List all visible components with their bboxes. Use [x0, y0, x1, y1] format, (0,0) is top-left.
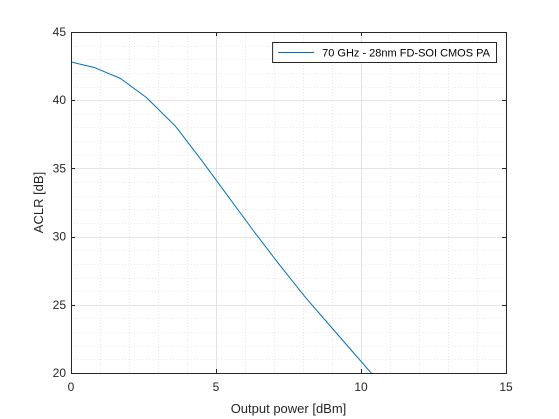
y-tick-label: 35	[53, 161, 67, 175]
y-tick-label: 45	[53, 25, 67, 39]
minor-grid	[71, 32, 506, 373]
y-tick-label: 25	[53, 298, 67, 312]
y-axis-label: ACLR [dB]	[31, 172, 46, 233]
x-tick-label: 0	[68, 380, 75, 394]
x-tick-label: 5	[213, 380, 220, 394]
legend-label: 70 GHz - 28nm FD-SOI CMOS PA	[322, 48, 491, 60]
series-line-0	[71, 61, 372, 373]
axis-ticks	[71, 32, 507, 374]
x-tick-label: 10	[354, 380, 368, 394]
x-axis-label: Output power [dBm]	[231, 401, 347, 416]
axes-box	[71, 32, 507, 374]
legend: 70 GHz - 28nm FD-SOI CMOS PA	[272, 42, 497, 63]
y-tick-label: 20	[53, 366, 67, 380]
x-tick-labels: 0 5 10 15	[68, 380, 513, 394]
y-tick-labels: 20 25 30 35 40 45	[53, 25, 67, 380]
legend-box	[272, 42, 497, 63]
y-tick-label: 30	[53, 230, 67, 244]
series-layer	[71, 61, 372, 373]
y-tick-label: 40	[53, 93, 67, 107]
plot-area	[71, 32, 506, 373]
x-tick-label: 15	[499, 380, 513, 394]
